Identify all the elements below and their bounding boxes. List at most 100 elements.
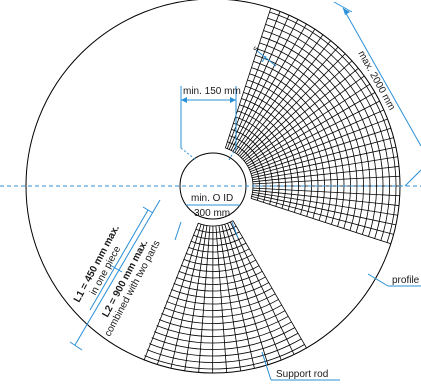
grid-spoke bbox=[250, 127, 391, 175]
grid-spoke bbox=[215, 225, 228, 373]
grid-arc bbox=[259, 42, 364, 233]
grid-spoke bbox=[170, 224, 205, 369]
grid-arc bbox=[229, 135, 267, 203]
grid-spoke bbox=[234, 28, 316, 153]
grid-spoke bbox=[232, 23, 307, 152]
grid-spoke bbox=[232, 220, 307, 349]
grid-arc bbox=[175, 270, 263, 285]
grid-arc bbox=[161, 304, 282, 324]
grid-spoke bbox=[224, 8, 272, 149]
grid-arc bbox=[227, 141, 260, 201]
grid-arc bbox=[154, 321, 292, 344]
grid-spoke bbox=[252, 156, 398, 181]
grid-arc bbox=[166, 293, 276, 311]
grid-spoke bbox=[247, 92, 376, 167]
grid-spoke bbox=[236, 34, 324, 154]
grid-spoke bbox=[221, 224, 255, 369]
grid-arc bbox=[249, 73, 332, 223]
grid-sector-lower bbox=[143, 220, 307, 374]
grid-arc bbox=[173, 276, 266, 292]
grid-spoke bbox=[230, 19, 299, 151]
label-min-id: min. O ID bbox=[191, 193, 233, 204]
dimension-max-2000 bbox=[333, 1, 421, 187]
grid-arc bbox=[180, 259, 256, 272]
grid-arc bbox=[185, 248, 250, 259]
grid-spoke bbox=[246, 83, 371, 165]
grid-spoke bbox=[198, 225, 211, 373]
grid-spoke bbox=[229, 221, 295, 355]
grid-spoke bbox=[242, 60, 353, 160]
label-min-150: min. 150 mm bbox=[183, 86, 241, 97]
dimension-spacing-s bbox=[255, 49, 277, 67]
grid-spoke bbox=[251, 195, 394, 235]
grid-spoke bbox=[250, 118, 388, 173]
support-rod-leader bbox=[261, 351, 340, 381]
grid-arc bbox=[231, 129, 273, 205]
grid-spoke bbox=[157, 224, 202, 365]
grid-arc bbox=[195, 225, 237, 233]
grid-arc bbox=[144, 344, 305, 370]
grid-spoke bbox=[184, 225, 208, 371]
grid-arc bbox=[239, 104, 299, 213]
grid-spoke bbox=[226, 11, 281, 149]
grid-arc bbox=[146, 338, 302, 363]
grid-arc bbox=[245, 85, 319, 219]
grid-arc bbox=[197, 220, 234, 227]
grid-arc bbox=[251, 67, 338, 225]
label-support-rod: Support rod bbox=[276, 369, 328, 380]
grid-arc bbox=[241, 98, 306, 215]
profile-leader bbox=[367, 273, 421, 287]
grid-spoke bbox=[239, 46, 339, 157]
grid-spoke bbox=[249, 109, 384, 171]
grid-arc bbox=[171, 282, 269, 298]
grid-arc bbox=[267, 17, 390, 241]
grid-arc bbox=[190, 237, 243, 246]
grid-arc bbox=[183, 254, 253, 266]
grid-arc bbox=[261, 36, 371, 235]
grid-spoke bbox=[237, 40, 331, 156]
grid-arc bbox=[235, 116, 286, 209]
grid-spoke bbox=[250, 197, 391, 245]
grid-spoke bbox=[252, 187, 400, 197]
grid-arc bbox=[263, 30, 377, 237]
grid-arc bbox=[178, 265, 260, 279]
label-id-value: 300 mm bbox=[194, 208, 230, 219]
grid-spoke bbox=[252, 166, 400, 183]
dimension-l1-l2 bbox=[69, 199, 161, 351]
grid-spoke bbox=[252, 191, 398, 216]
grid-spoke bbox=[252, 193, 396, 226]
grid-spoke bbox=[218, 225, 242, 372]
grid-spoke bbox=[227, 223, 282, 361]
grid-spoke bbox=[252, 175, 400, 185]
grid-arc bbox=[243, 91, 312, 217]
grid-arc bbox=[225, 147, 254, 199]
grid-arc bbox=[156, 315, 289, 337]
grid-arc bbox=[247, 79, 325, 221]
grid-sector-upper-right bbox=[224, 8, 400, 245]
grid-spoke bbox=[251, 137, 394, 177]
grid-arc bbox=[255, 54, 351, 229]
grid-arc bbox=[168, 287, 273, 305]
grid-arc bbox=[188, 242, 247, 253]
grid-spoke bbox=[252, 146, 396, 179]
grid-arc bbox=[269, 11, 397, 243]
grid-arc bbox=[265, 23, 384, 239]
grid-spoke bbox=[143, 223, 199, 361]
grid-arc bbox=[257, 48, 358, 231]
dimension-min-150 bbox=[180, 86, 237, 148]
label-spacing-s: s bbox=[250, 44, 261, 53]
grid-arc bbox=[233, 122, 280, 207]
dimension-min-id bbox=[174, 204, 240, 241]
grid-arc bbox=[237, 110, 293, 211]
grid-arc bbox=[149, 332, 299, 357]
grid-spoke bbox=[228, 15, 290, 150]
label-profile: profile bbox=[392, 275, 420, 286]
grid-spoke bbox=[248, 100, 380, 169]
grid-spoke bbox=[243, 68, 359, 162]
grid-spoke bbox=[241, 53, 346, 158]
grid-spoke bbox=[224, 224, 269, 365]
grid-arc bbox=[163, 299, 279, 318]
grid-spoke bbox=[252, 189, 400, 206]
hub-ray-left bbox=[180, 147, 197, 161]
